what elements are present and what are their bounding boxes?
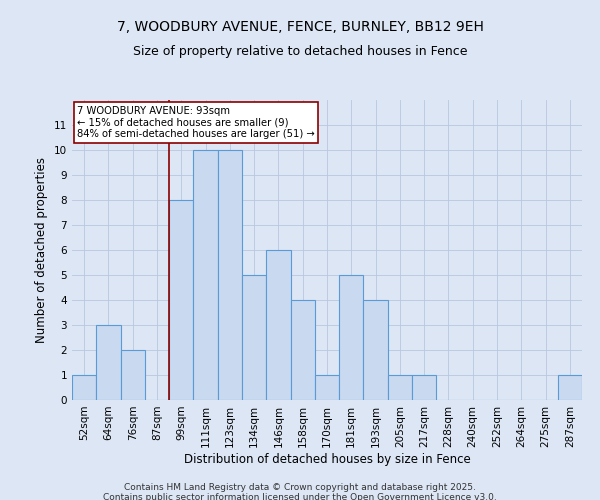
Bar — [412, 375, 436, 400]
Bar — [218, 150, 242, 400]
Text: Contains HM Land Registry data © Crown copyright and database right 2025.: Contains HM Land Registry data © Crown c… — [124, 482, 476, 492]
Text: Size of property relative to detached houses in Fence: Size of property relative to detached ho… — [133, 45, 467, 58]
X-axis label: Distribution of detached houses by size in Fence: Distribution of detached houses by size … — [184, 452, 470, 466]
Bar — [72, 375, 96, 400]
Text: Contains public sector information licensed under the Open Government Licence v3: Contains public sector information licen… — [103, 492, 497, 500]
Bar — [388, 375, 412, 400]
Bar — [315, 375, 339, 400]
Bar — [242, 275, 266, 400]
Bar — [96, 325, 121, 400]
Bar — [339, 275, 364, 400]
Bar — [290, 300, 315, 400]
Bar — [266, 250, 290, 400]
Text: 7 WOODBURY AVENUE: 93sqm
← 15% of detached houses are smaller (9)
84% of semi-de: 7 WOODBURY AVENUE: 93sqm ← 15% of detach… — [77, 106, 315, 139]
Bar — [121, 350, 145, 400]
Bar — [169, 200, 193, 400]
Bar — [558, 375, 582, 400]
Bar — [364, 300, 388, 400]
Text: 7, WOODBURY AVENUE, FENCE, BURNLEY, BB12 9EH: 7, WOODBURY AVENUE, FENCE, BURNLEY, BB12… — [116, 20, 484, 34]
Bar — [193, 150, 218, 400]
Y-axis label: Number of detached properties: Number of detached properties — [35, 157, 49, 343]
